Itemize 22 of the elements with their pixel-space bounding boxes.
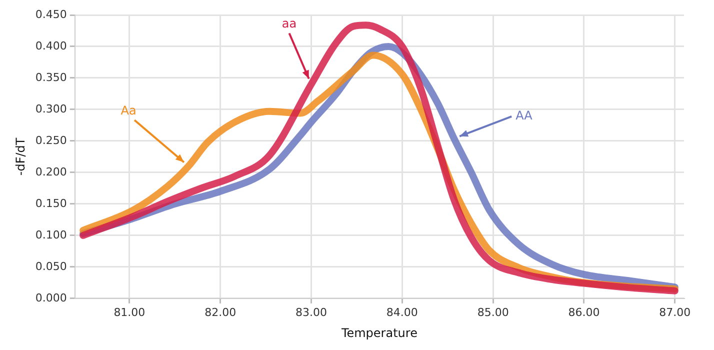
x-axis-title: Temperature [340,326,418,340]
text: aa [282,16,297,30]
y-tick-label: 0.350 [35,70,67,84]
y-tick-label: 0.050 [35,260,67,273]
x-tick-label: 87.00 [659,306,691,319]
y-axis-title: -dF/dT [13,137,28,176]
text: Aa [120,103,136,118]
y-tick-label: 0.450 [35,8,67,21]
x-tick-label: 81.00 [114,306,146,319]
x-tick-label: 83.00 [296,306,328,319]
text: AA [516,108,534,123]
y-tick-label: 0.100 [35,228,67,242]
y-tick-label: 0.300 [35,102,67,116]
y-tick-label: 0.150 [35,196,67,210]
y-tick-label: 0.250 [35,134,67,147]
y-tick-label: 0.200 [35,165,67,178]
x-tick-label: 84.00 [386,306,418,319]
y-tick-label: 0.400 [35,39,67,52]
y-tick-label: 0.000 [35,291,67,304]
x-tick-label: 82.00 [204,306,236,319]
x-tick-label: 86.00 [568,306,600,319]
x-tick-label: 85.00 [477,306,509,319]
